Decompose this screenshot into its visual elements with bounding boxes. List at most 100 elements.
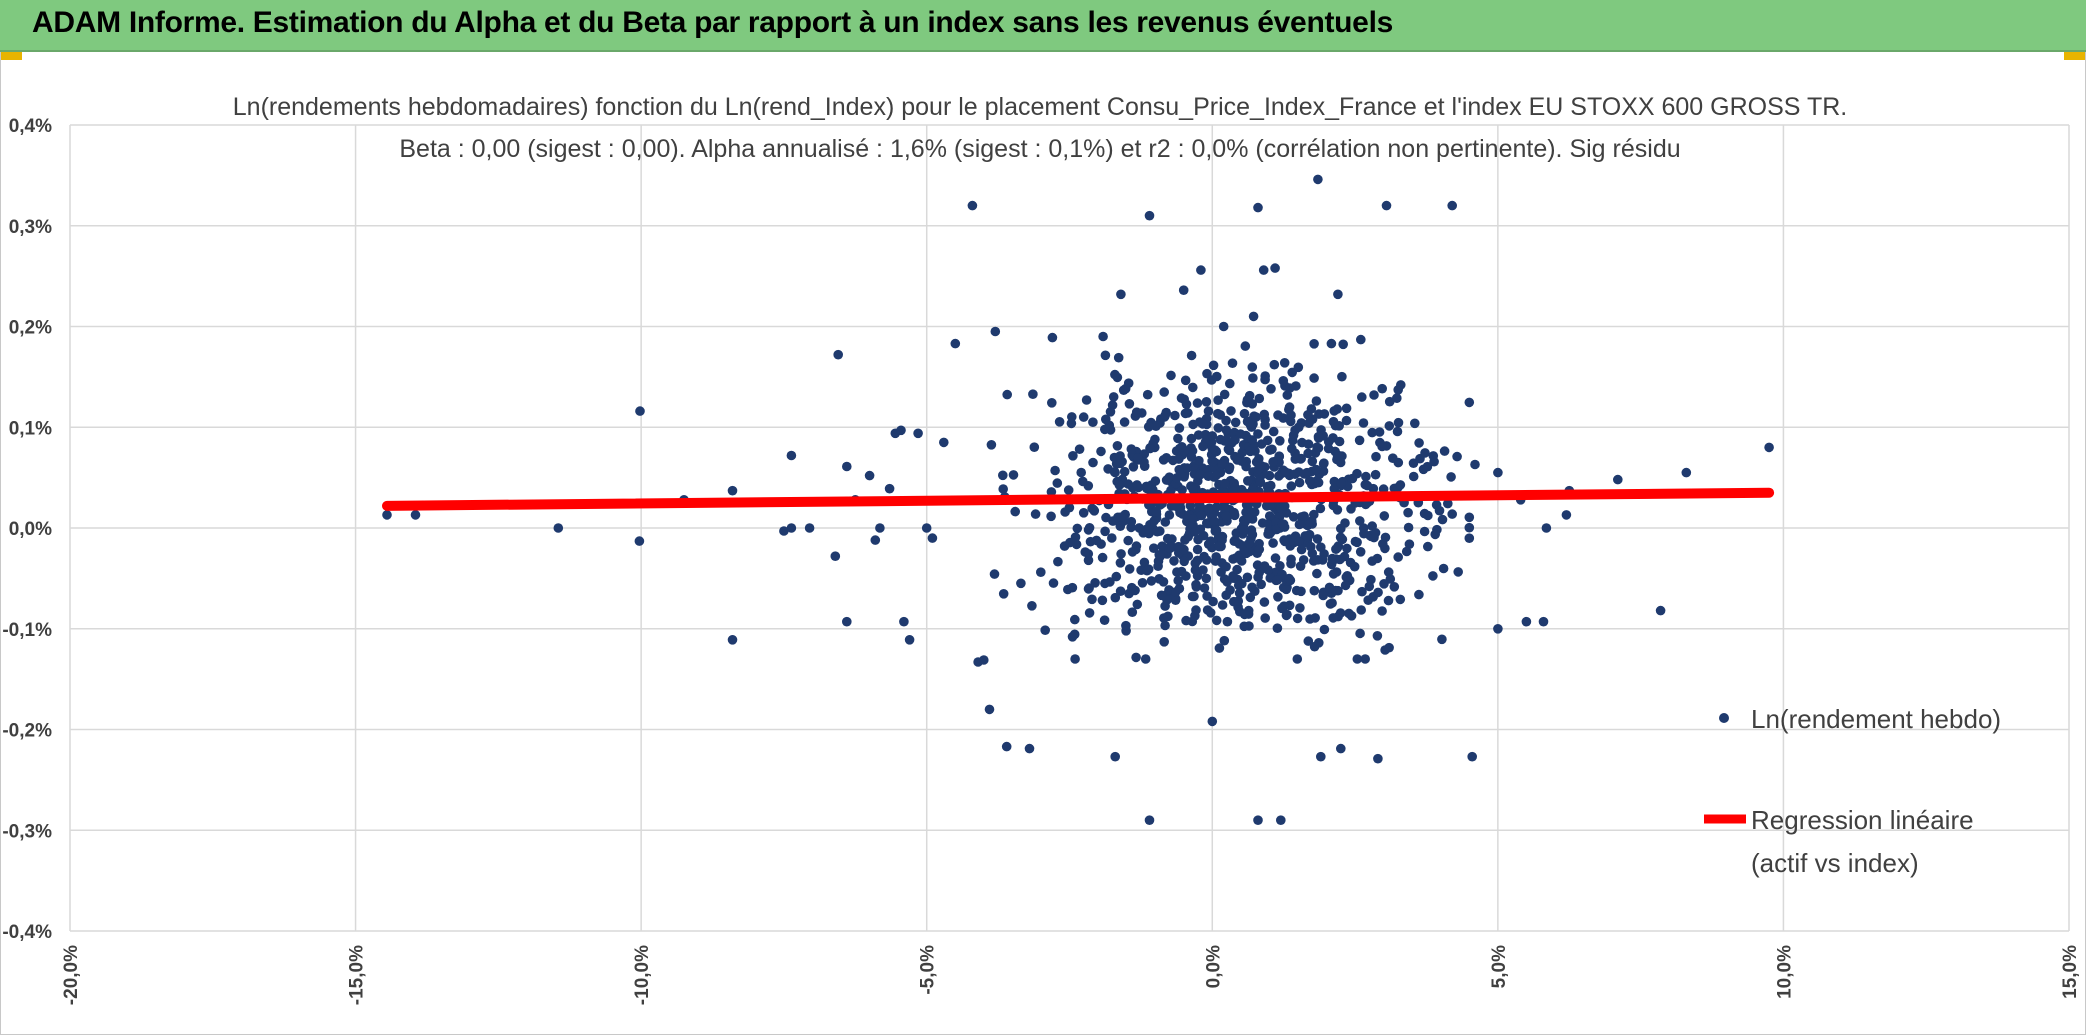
data-point xyxy=(1259,409,1270,420)
data-point xyxy=(1181,615,1191,626)
data-point xyxy=(1325,599,1336,609)
data-point xyxy=(1155,418,1165,428)
data-point xyxy=(1313,443,1324,453)
data-point xyxy=(1131,652,1141,663)
data-point xyxy=(1080,547,1090,557)
data-point xyxy=(1072,523,1083,534)
y-tick-label: -0,4% xyxy=(2,922,52,943)
data-point xyxy=(870,535,881,545)
data-point xyxy=(1370,469,1381,480)
data-point xyxy=(1016,578,1026,589)
data-point xyxy=(1561,510,1572,520)
data-point xyxy=(1428,571,1438,581)
data-point xyxy=(1275,436,1285,446)
data-point xyxy=(1230,417,1241,428)
data-point xyxy=(1254,567,1264,578)
data-point xyxy=(1221,425,1232,435)
data-point xyxy=(1373,587,1383,598)
y-tick-label: -0,2% xyxy=(2,721,52,742)
data-point xyxy=(1110,592,1121,603)
data-point xyxy=(1259,561,1270,571)
data-points xyxy=(382,174,1774,825)
data-point xyxy=(1161,453,1172,463)
data-point xyxy=(1244,538,1254,549)
data-point xyxy=(1316,751,1326,762)
data-point xyxy=(1268,457,1278,467)
data-point xyxy=(1116,512,1126,522)
data-point xyxy=(1209,516,1219,526)
data-point xyxy=(1242,416,1253,427)
data-point xyxy=(1260,613,1270,623)
data-point xyxy=(1068,451,1078,461)
data-point xyxy=(1285,416,1296,427)
data-point xyxy=(1107,533,1117,543)
data-point xyxy=(1127,582,1137,593)
data-point xyxy=(1128,462,1139,472)
x-tick-label: 0,0% xyxy=(1203,945,1224,988)
data-point xyxy=(1132,453,1143,463)
data-point xyxy=(1085,536,1096,547)
data-point xyxy=(1180,408,1191,419)
data-point xyxy=(1213,423,1224,433)
data-point xyxy=(1211,552,1221,562)
data-point xyxy=(1278,376,1289,386)
data-point xyxy=(1378,539,1388,549)
data-point xyxy=(1198,441,1208,452)
data-point xyxy=(1202,605,1213,615)
data-point xyxy=(1379,511,1390,521)
data-point xyxy=(1119,417,1130,427)
data-point xyxy=(1303,636,1314,646)
data-point xyxy=(1191,582,1202,592)
data-point xyxy=(1327,553,1338,564)
data-point xyxy=(1163,611,1173,622)
data-point xyxy=(1170,501,1180,511)
data-point xyxy=(1655,605,1666,616)
data-point xyxy=(1315,503,1326,514)
data-point xyxy=(1170,410,1180,421)
data-point xyxy=(1340,518,1350,528)
data-point xyxy=(1764,442,1774,453)
data-point xyxy=(1270,263,1280,273)
data-point xyxy=(1313,431,1324,442)
data-point xyxy=(1335,554,1345,565)
data-point xyxy=(1318,466,1329,477)
data-point xyxy=(1372,553,1383,564)
data-point xyxy=(1219,478,1230,489)
data-point xyxy=(1098,331,1108,342)
data-point xyxy=(896,425,906,436)
data-point xyxy=(1392,426,1403,437)
data-point xyxy=(1120,383,1131,394)
y-tick-label: -0,1% xyxy=(2,620,52,641)
data-point xyxy=(1443,498,1453,509)
data-point xyxy=(1311,396,1322,406)
data-point xyxy=(1140,654,1151,664)
data-point xyxy=(1333,450,1344,461)
data-point xyxy=(1180,375,1191,386)
data-point xyxy=(1318,590,1328,601)
data-point xyxy=(1381,200,1392,211)
data-point xyxy=(1393,417,1404,428)
data-point xyxy=(1203,471,1214,482)
data-point xyxy=(1299,469,1310,479)
data-point xyxy=(1221,561,1231,572)
data-point xyxy=(1355,628,1365,639)
data-point xyxy=(1370,528,1381,538)
data-point xyxy=(1159,637,1169,647)
data-point xyxy=(830,551,841,561)
data-point xyxy=(1189,591,1199,602)
data-point xyxy=(1179,394,1189,405)
data-point xyxy=(1447,509,1457,519)
data-point xyxy=(1294,536,1304,547)
y-tick-label: 0,2% xyxy=(9,318,52,339)
data-point xyxy=(1307,548,1318,559)
data-point xyxy=(1177,442,1187,452)
data-point xyxy=(1126,522,1136,533)
data-point xyxy=(779,526,789,536)
data-point xyxy=(1046,511,1056,522)
y-tick-label: 0,3% xyxy=(9,217,52,238)
data-point xyxy=(1144,210,1155,221)
data-point xyxy=(1101,414,1111,425)
corner-marker-left xyxy=(0,52,22,60)
data-point xyxy=(1187,446,1198,456)
data-point xyxy=(1404,539,1415,549)
